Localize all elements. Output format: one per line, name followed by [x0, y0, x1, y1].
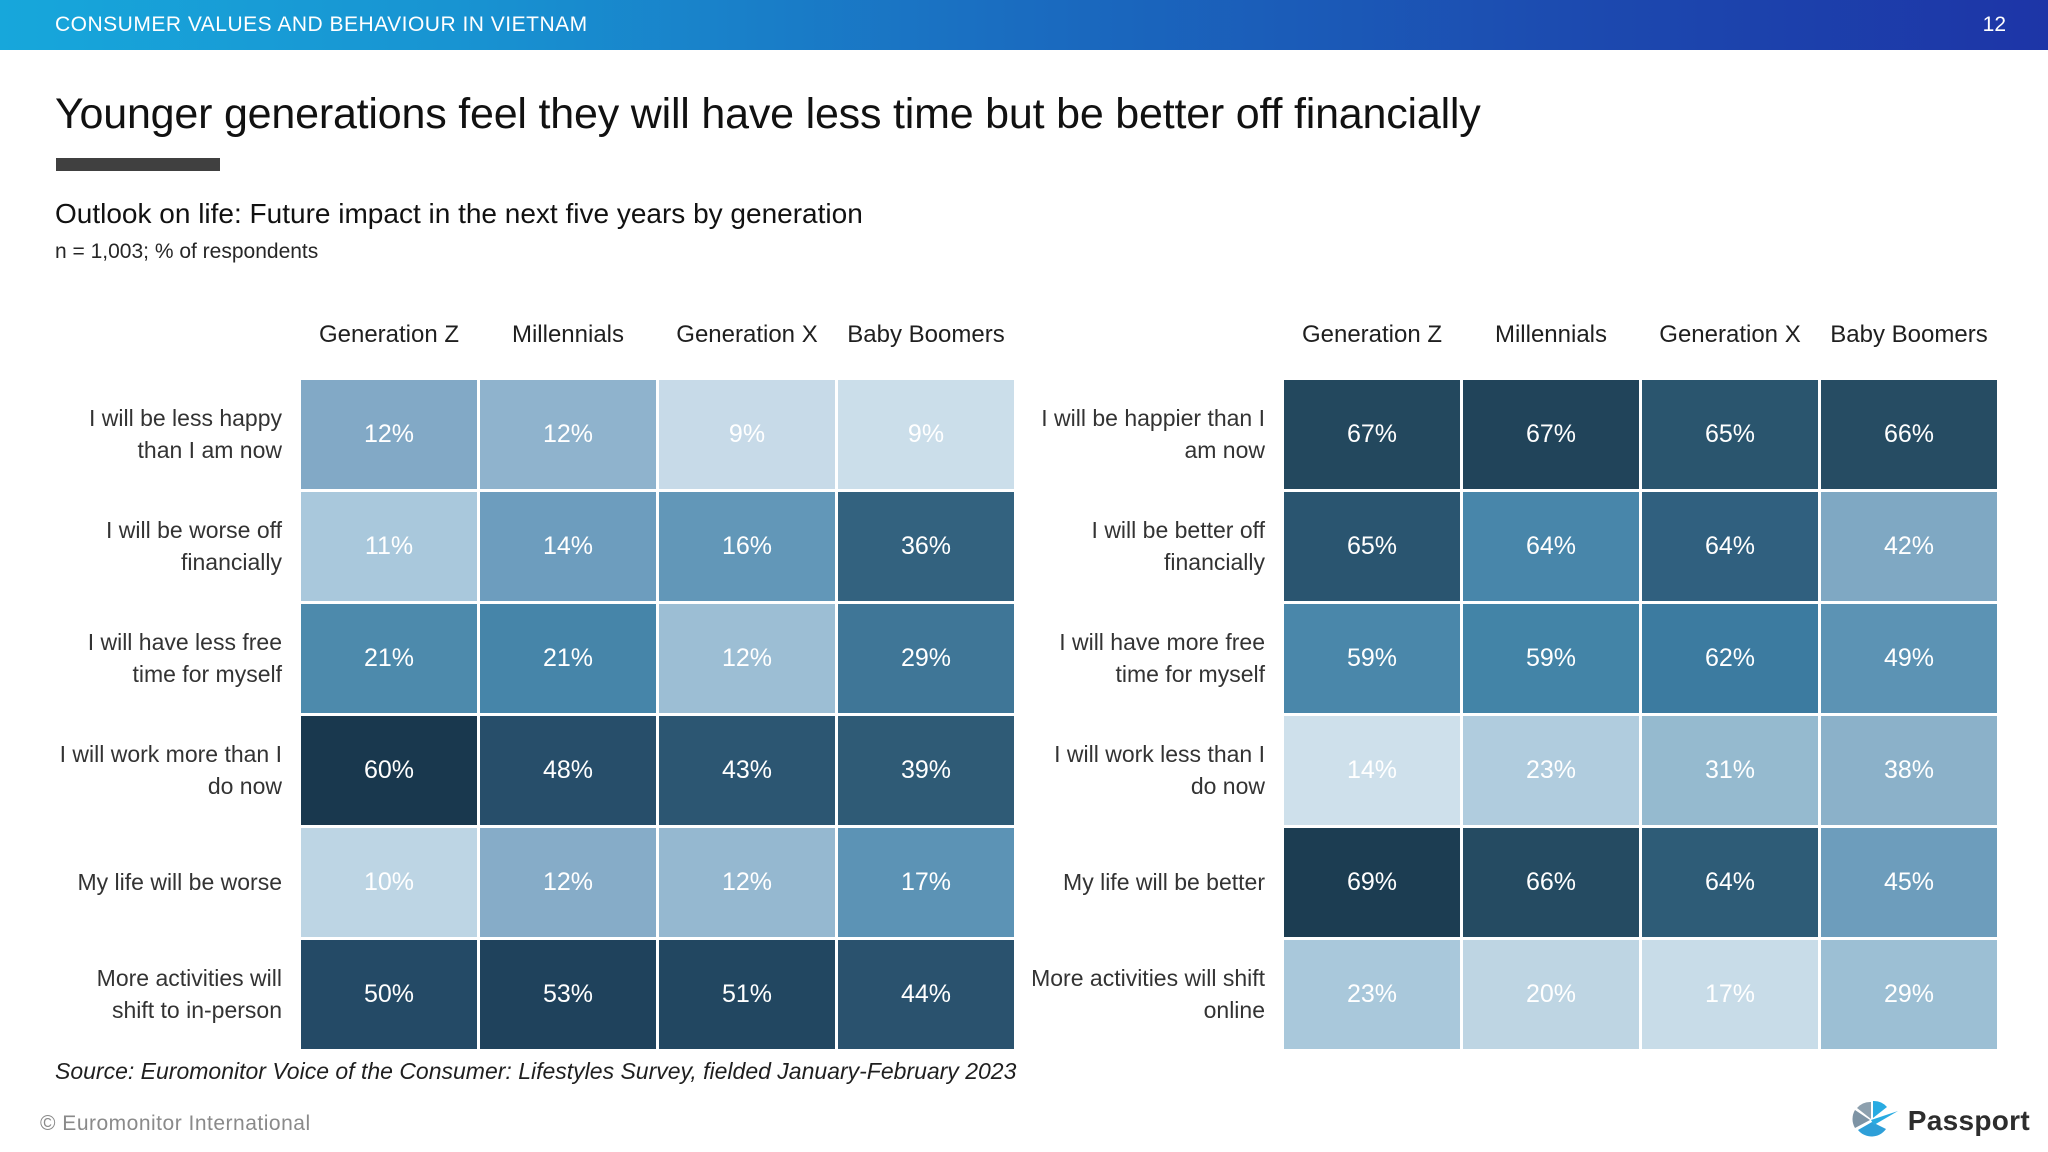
heatmap-cell: 44% — [838, 940, 1014, 1049]
heatmap-cell: 21% — [301, 604, 477, 713]
column-header: Generation Z — [318, 321, 460, 348]
row-label: More activities will shift online — [1031, 964, 1265, 1023]
heatmap-cell: 64% — [1642, 828, 1818, 937]
row-label: I will work more than I do now — [59, 740, 282, 799]
heatmap-negative-outlook: Generation Z Millennials Generation X Baby … — [55, 293, 1014, 1049]
heatmap-cell: 38% — [1821, 716, 1997, 825]
heatmap-cell: 53% — [480, 940, 656, 1049]
heatmap-cell: 17% — [838, 828, 1014, 937]
row-label: I will be worse off financially — [106, 516, 282, 575]
row-label: I will be better off financially — [1091, 516, 1265, 575]
heatmap-cell: 29% — [838, 604, 1014, 713]
column-header: Millennials — [511, 321, 625, 348]
heatmap-cell: 11% — [301, 492, 477, 601]
heatmap-cell: 50% — [301, 940, 477, 1049]
heatmap-cell: 42% — [1821, 492, 1997, 601]
heatmap-cell: 45% — [1821, 828, 1997, 937]
heatmap-cell: 48% — [480, 716, 656, 825]
heatmap-cell: 60% — [301, 716, 477, 825]
heatmap-cell: 23% — [1463, 716, 1639, 825]
heatmap-cell: 12% — [659, 604, 835, 713]
section-title: Outlook on life: Future impact in the ne… — [55, 198, 863, 229]
row-label: I will be happier than I am now — [1041, 404, 1265, 463]
heatmap-cell: 64% — [1642, 492, 1818, 601]
heatmap-cell: 14% — [1284, 716, 1460, 825]
column-header: Generation X — [676, 321, 818, 348]
heatmap-cell: 65% — [1642, 380, 1818, 489]
table-corner — [55, 293, 298, 377]
source-note: Source: Euromonitor Voice of the Consume… — [55, 1058, 1017, 1084]
heatmap-cell: 12% — [480, 828, 656, 937]
heatmap-cell: 67% — [1463, 380, 1639, 489]
heatmap-cell: 14% — [480, 492, 656, 601]
heatmap-cell: 69% — [1284, 828, 1460, 937]
sample-note: n = 1,003; % of respondents — [55, 240, 319, 263]
row-label: My life will be worse — [77, 868, 283, 895]
heatmap-cell: 59% — [1463, 604, 1639, 713]
heatmap-cell: 66% — [1821, 380, 1997, 489]
table-corner — [1031, 293, 1281, 377]
top-bar: CONSUMER VALUES AND BEHAVIOUR IN VIETNAM… — [0, 0, 2048, 50]
row-label: I will work less than I do now — [1054, 740, 1265, 799]
column-header: Baby Boomers — [1830, 321, 1988, 348]
heatmap-cell: 9% — [838, 380, 1014, 489]
heatmap-cell: 12% — [301, 380, 477, 489]
heatmap-cell: 49% — [1821, 604, 1997, 713]
column-header: Baby Boomers — [847, 321, 1005, 348]
heatmap-cell: 12% — [480, 380, 656, 489]
heatmap-cell: 62% — [1642, 604, 1818, 713]
heatmap-cell: 31% — [1642, 716, 1818, 825]
heatmap-cell: 39% — [838, 716, 1014, 825]
column-header: Generation X — [1659, 321, 1801, 348]
heatmap-cell: 66% — [1463, 828, 1639, 937]
heatmap-cell: 17% — [1642, 940, 1818, 1049]
heatmap-positive-outlook: Generation Z Millennials Generation X Baby … — [1031, 293, 1997, 1049]
passport-logo: Passport — [1846, 1098, 2030, 1144]
heatmap-cell: 21% — [480, 604, 656, 713]
heatmap-cell: 12% — [659, 828, 835, 937]
passport-logo-text: Passport — [1907, 1105, 2030, 1136]
column-header: Millennials — [1494, 321, 1608, 348]
heatmap-cell: 65% — [1284, 492, 1460, 601]
row-label: More activities will shift to in-person — [96, 964, 282, 1023]
passport-pie-icon — [1852, 1100, 1898, 1137]
row-label: I will be less happy than I am now — [88, 404, 282, 463]
heatmap-cell: 36% — [838, 492, 1014, 601]
heatmap-cell: 29% — [1821, 940, 1997, 1049]
top-bar-title: CONSUMER VALUES AND BEHAVIOUR IN VIETNAM — [55, 13, 588, 36]
row-label: I will have more free time for myself — [1059, 628, 1265, 687]
heatmap-cell: 20% — [1463, 940, 1639, 1049]
column-header: Generation Z — [1301, 321, 1443, 348]
row-label: My life will be better — [1063, 868, 1265, 895]
heatmap-cell: 67% — [1284, 380, 1460, 489]
heatmap-cell: 64% — [1463, 492, 1639, 601]
heatmap-cell: 51% — [659, 940, 835, 1049]
heatmap-cell: 10% — [301, 828, 477, 937]
heatmap-cell: 59% — [1284, 604, 1460, 713]
headline-accent-bar — [56, 158, 220, 171]
heatmap-cell: 16% — [659, 492, 835, 601]
page-number: 12 — [1982, 13, 2006, 36]
row-label: I will have less free time for myself — [87, 628, 282, 687]
heatmap-cell: 23% — [1284, 940, 1460, 1049]
copyright: © Euromonitor International — [40, 1112, 311, 1135]
heatmap-cell: 43% — [659, 716, 835, 825]
heatmap-cell: 9% — [659, 380, 835, 489]
headline: Younger generations feel they will have … — [55, 90, 1481, 138]
